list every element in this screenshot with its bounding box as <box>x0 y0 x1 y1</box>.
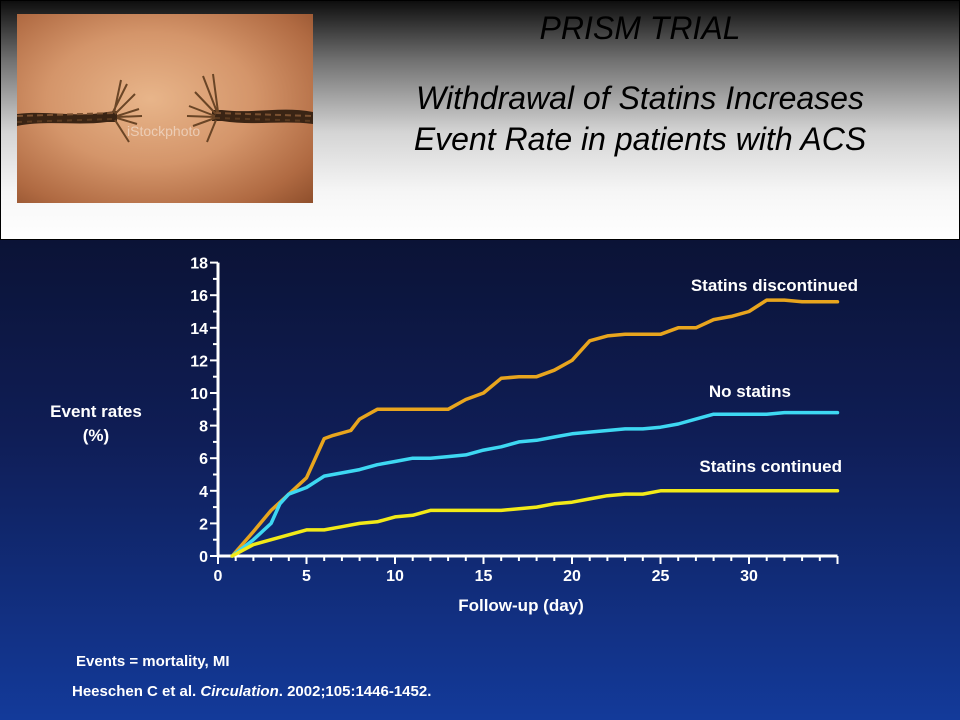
y-axis-label-line-2: (%) <box>83 426 109 445</box>
citation-rest: . 2002;105:1446-1452. <box>278 683 432 700</box>
x-axis-label: Follow-up (day) <box>458 596 584 615</box>
citation: Heeschen C et al. Circulation. 2002;105:… <box>72 683 431 700</box>
series-line-statins-discontinued <box>230 298 840 558</box>
y-tick-label: 8 <box>199 419 208 436</box>
x-tick-label: 15 <box>475 568 493 585</box>
series-line-statins-continued <box>230 489 840 558</box>
x-tick-label: 20 <box>563 568 581 585</box>
x-tick-label: 30 <box>740 568 758 585</box>
y-tick-label: 4 <box>199 484 208 501</box>
series-label-no-statins: No statins <box>709 382 791 401</box>
y-tick-label: 6 <box>199 451 208 468</box>
chart-axes: 0 2 4 6 8 10 12 14 16 18 0 5 10 15 20 25 30 <box>190 256 839 585</box>
series-label-statins-discontinued: Statins discontinued <box>691 276 858 295</box>
slide-header: iStockphoto PRISM TRIAL Withdrawal of St… <box>0 0 960 240</box>
x-tick-label: 0 <box>214 568 223 585</box>
subtitle-line-2: Event Rate in patients with ACS <box>413 121 867 157</box>
y-tick-label: 12 <box>190 353 208 370</box>
slide-subtitle: Withdrawal of Statins Increases Event Ra… <box>340 78 940 160</box>
watermark: iStockphoto <box>127 123 200 139</box>
citation-journal: Circulation <box>200 683 279 700</box>
x-tick-label: 25 <box>652 568 670 585</box>
frayed-rope-image: iStockphoto <box>17 14 313 203</box>
citation-authors: Heeschen C et al. <box>72 683 201 700</box>
y-tick-label: 10 <box>190 386 208 403</box>
events-note: Events = mortality, MI <box>76 653 230 670</box>
x-tick-label: 5 <box>302 568 311 585</box>
y-axis-label-line-1: Event rates <box>50 402 142 421</box>
y-tick-label: 16 <box>190 288 208 305</box>
y-tick-label: 2 <box>199 516 208 533</box>
chart-panel: 0 2 4 6 8 10 12 14 16 18 0 5 10 15 20 25 30 Event rates … <box>0 240 960 720</box>
y-tick-label: 0 <box>199 549 208 566</box>
slide-title: PRISM TRIAL <box>539 10 741 46</box>
series-line-no-statins <box>230 410 840 558</box>
x-tick-label: 10 <box>386 568 404 585</box>
y-tick-label: 18 <box>190 256 208 273</box>
subtitle-line-1: Withdrawal of Statins Increases <box>416 80 864 116</box>
series-label-statins-continued: Statins continued <box>699 457 842 476</box>
chart-series <box>230 298 840 558</box>
y-tick-label: 14 <box>190 321 208 338</box>
